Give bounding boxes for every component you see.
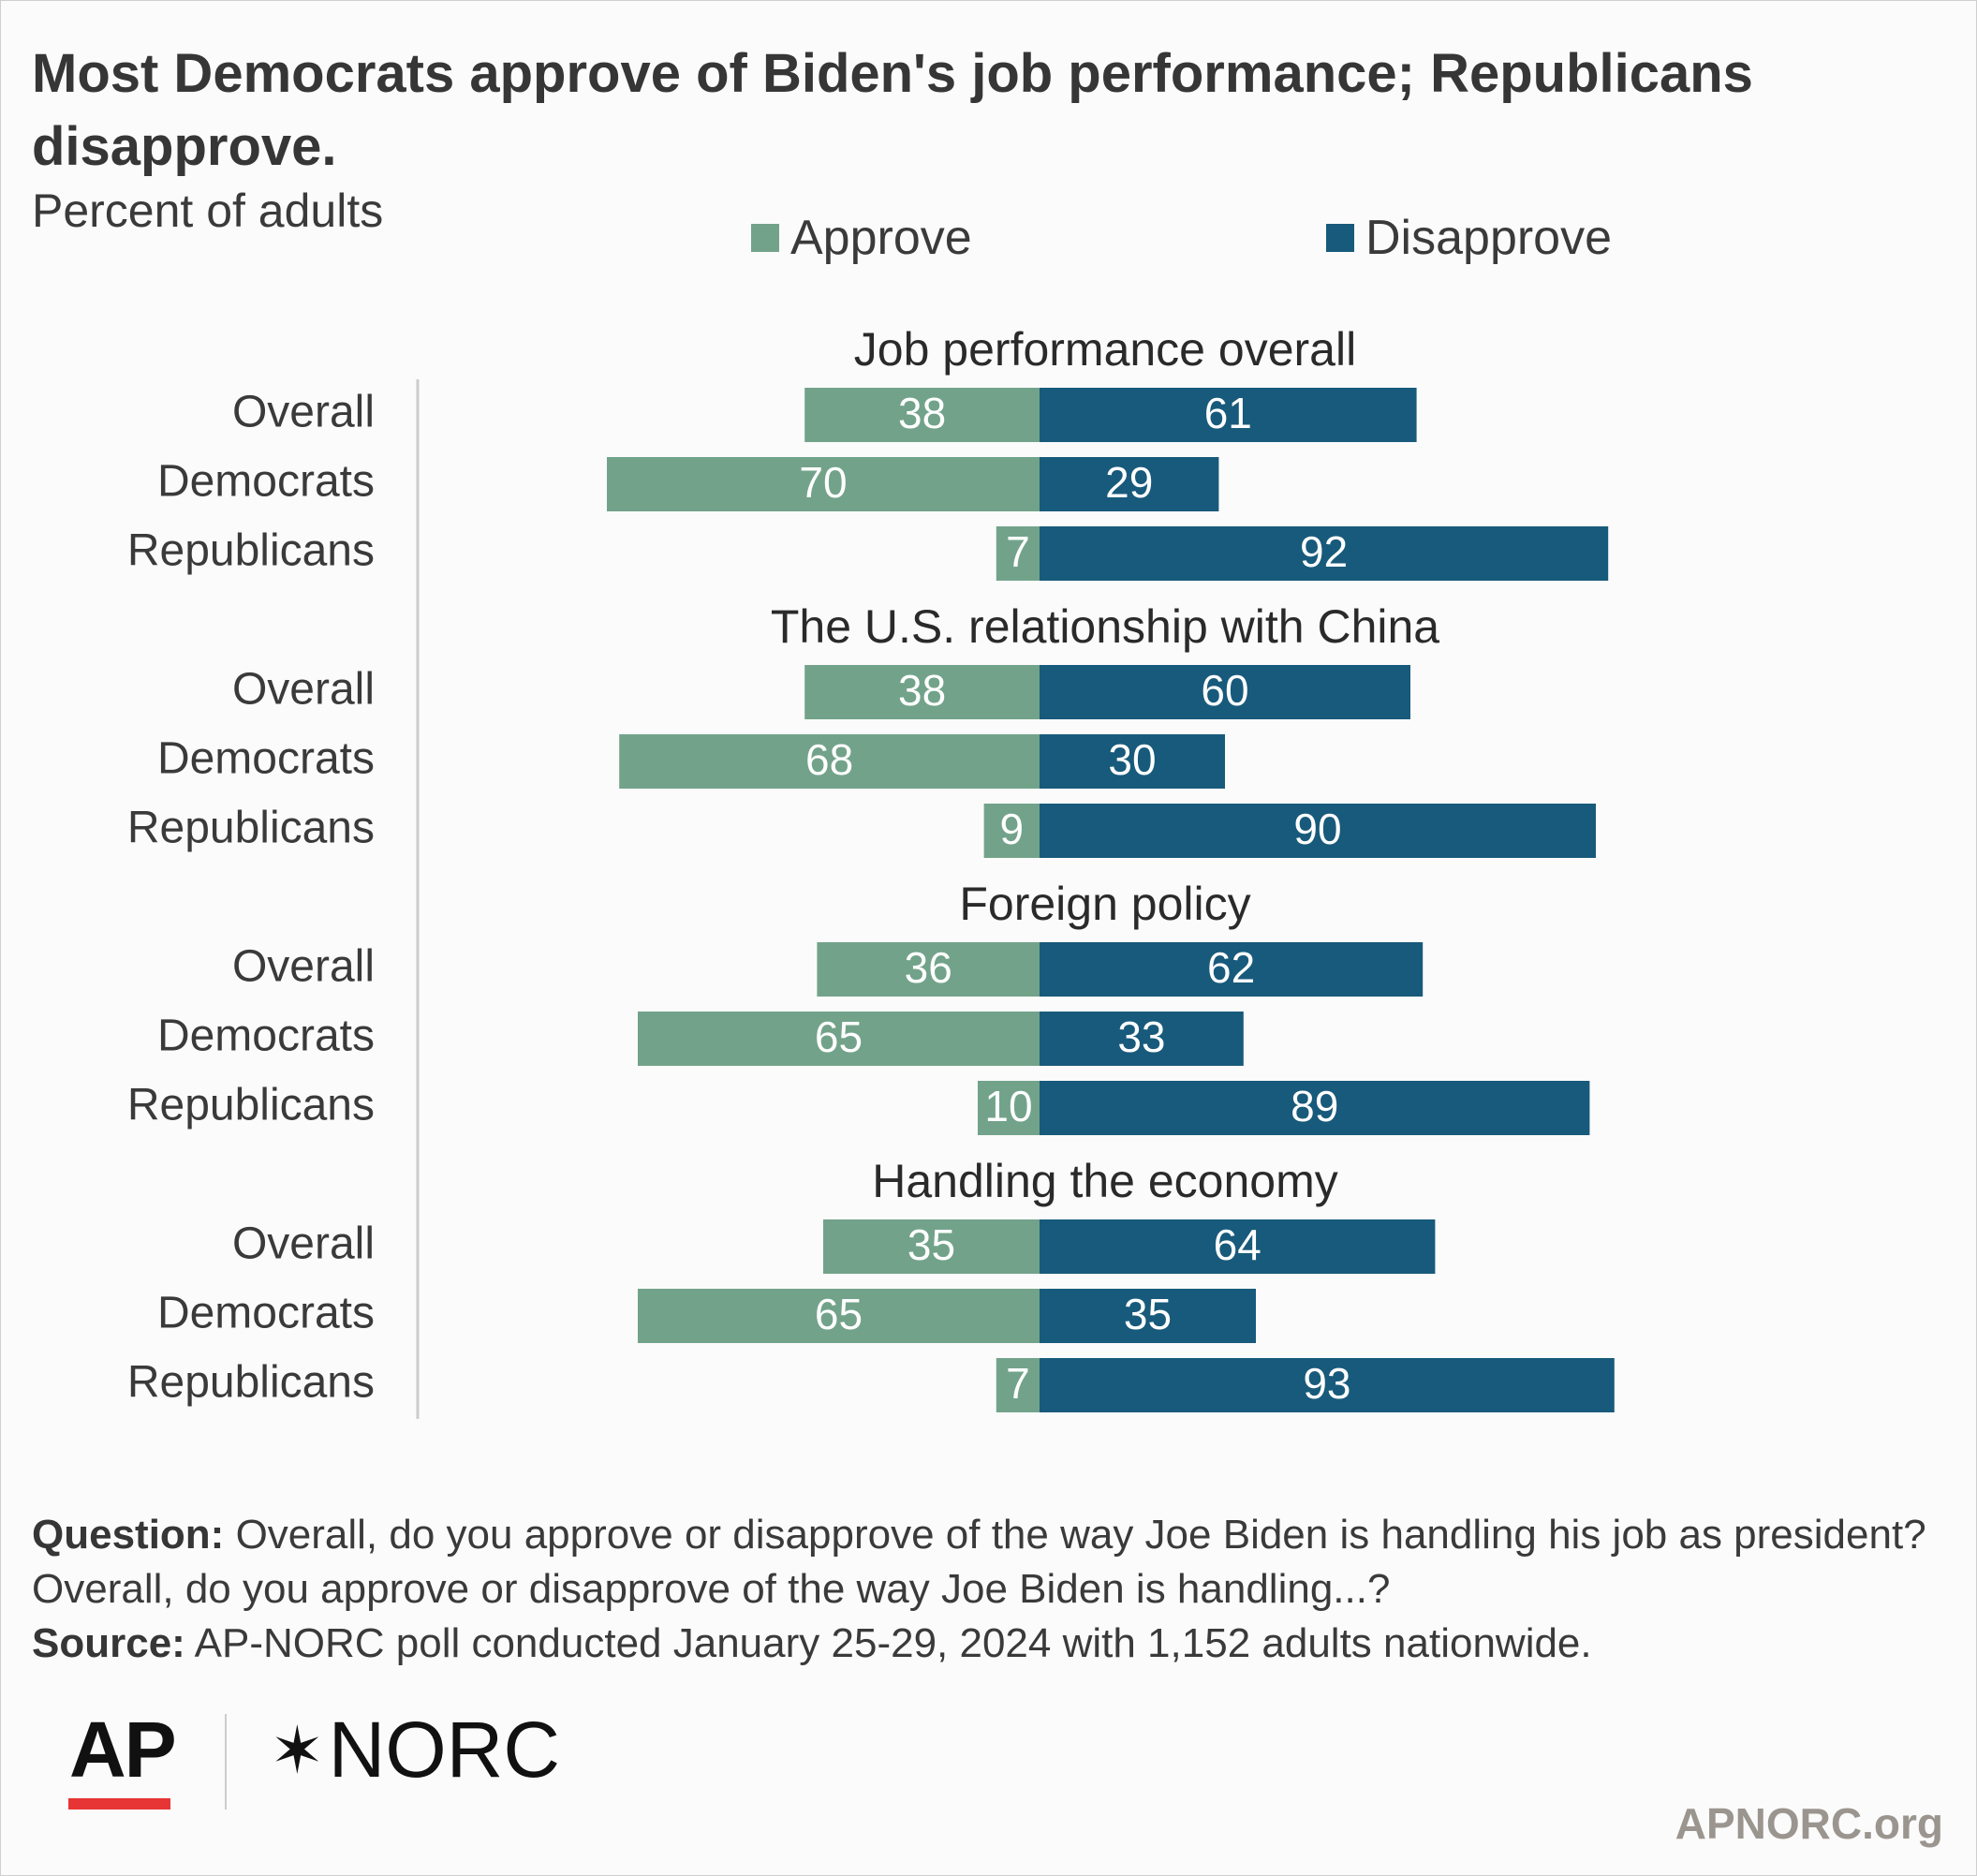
row-label: Democrats xyxy=(157,734,375,784)
bar-approve xyxy=(638,1012,1040,1066)
bar-disapprove xyxy=(1040,1081,1590,1135)
bar-approve xyxy=(983,804,1040,858)
source-text: AP-NORC poll conducted January 25-29, 20… xyxy=(194,1620,1592,1666)
bar-approve xyxy=(607,457,1040,511)
row-label: Republicans xyxy=(127,526,375,576)
bar-disapprove xyxy=(1040,526,1609,581)
data-label-approve: 35 xyxy=(907,1220,955,1269)
data-label-approve: 10 xyxy=(984,1082,1032,1130)
data-label-approve: 65 xyxy=(815,1012,863,1061)
row-label: Republicans xyxy=(127,1358,375,1408)
bar-disapprove xyxy=(1040,1358,1615,1412)
row-label: Democrats xyxy=(157,457,375,507)
bar-disapprove xyxy=(1040,734,1225,789)
legend-item-disapprove: Disapprove xyxy=(1326,211,1613,265)
data-label-disapprove: 89 xyxy=(1291,1082,1338,1130)
diverging-bar-chart: Job performance overall Overall 38 61 Democr… xyxy=(127,323,1615,1419)
bar-disapprove xyxy=(1040,942,1424,997)
row-label: Republicans xyxy=(127,1081,375,1130)
legend-item-approve: Approve xyxy=(751,211,972,265)
data-label-disapprove: 35 xyxy=(1124,1290,1172,1338)
norc-logo-text: NORC xyxy=(328,1706,560,1794)
logo-divider xyxy=(225,1714,227,1810)
data-label-disapprove: 30 xyxy=(1108,735,1156,784)
bar-approve xyxy=(619,734,1040,789)
bar-disapprove xyxy=(1040,388,1417,442)
bar-disapprove xyxy=(1040,1012,1244,1066)
bar-approve xyxy=(804,665,1040,719)
ap-logo: AP xyxy=(69,1706,177,1794)
question-text: Overall, do you approve or disapprove of… xyxy=(32,1512,1926,1612)
bar-approve xyxy=(996,526,1040,581)
data-label-approve: 68 xyxy=(805,735,853,784)
data-label-disapprove: 93 xyxy=(1303,1359,1350,1408)
data-label-disapprove: 60 xyxy=(1201,666,1248,715)
legend-label-disapprove: Disapprove xyxy=(1365,211,1613,265)
bar-disapprove xyxy=(1040,804,1596,858)
row-label: Overall xyxy=(232,1219,375,1269)
bar-approve xyxy=(817,942,1040,997)
row-label: Democrats xyxy=(157,1289,375,1338)
question-label: Question: xyxy=(32,1512,225,1558)
data-label-approve: 38 xyxy=(898,666,946,715)
row-label: Republicans xyxy=(127,804,375,853)
data-label-disapprove: 61 xyxy=(1204,389,1252,437)
norc-logo: ✶ NORC xyxy=(270,1705,560,1795)
row-label: Overall xyxy=(232,942,375,992)
legend-label-approve: Approve xyxy=(790,211,972,265)
data-label-disapprove: 90 xyxy=(1293,805,1341,853)
group-title: Job performance overall xyxy=(854,323,1356,376)
data-label-approve: 9 xyxy=(1000,805,1025,853)
data-label-approve: 7 xyxy=(1006,527,1030,576)
data-label-approve: 7 xyxy=(1006,1359,1030,1408)
data-label-approve: 70 xyxy=(799,458,847,507)
ap-logo-underline xyxy=(68,1798,170,1810)
data-label-disapprove: 92 xyxy=(1300,527,1348,576)
row-label: Overall xyxy=(232,665,375,715)
bar-disapprove xyxy=(1040,457,1219,511)
group-title: Handling the economy xyxy=(872,1155,1338,1207)
bar-disapprove xyxy=(1040,665,1410,719)
data-label-approve: 65 xyxy=(815,1290,863,1338)
row-label: Overall xyxy=(232,388,375,437)
chart-title: Most Democrats approve of Biden's job pe… xyxy=(32,43,1753,177)
bar-approve xyxy=(638,1289,1040,1343)
legend-swatch-disapprove xyxy=(1326,224,1354,252)
group-title: The U.S. relationship with China xyxy=(771,600,1439,653)
chart-subtitle: Percent of adults xyxy=(32,185,384,237)
data-label-approve: 36 xyxy=(905,943,952,992)
chart-notes: Question: Overall, do you approve or dis… xyxy=(32,1508,1942,1671)
bar-approve xyxy=(804,388,1040,442)
data-label-disapprove: 62 xyxy=(1207,943,1255,992)
footer-url[interactable]: APNORC.org xyxy=(1675,1799,1943,1848)
bar-approve xyxy=(978,1081,1040,1135)
data-label-disapprove: 29 xyxy=(1105,458,1153,507)
source-label: Source: xyxy=(32,1620,185,1666)
bar-disapprove xyxy=(1040,1219,1436,1274)
data-label-disapprove: 64 xyxy=(1214,1220,1261,1269)
data-label-disapprove: 33 xyxy=(1117,1012,1165,1061)
row-label: Democrats xyxy=(157,1012,375,1061)
bar-approve xyxy=(823,1219,1040,1274)
bar-disapprove xyxy=(1040,1289,1256,1343)
bar-approve xyxy=(996,1358,1040,1412)
norc-star-icon: ✶ xyxy=(270,1713,325,1787)
data-label-approve: 38 xyxy=(898,389,946,437)
group-title: Foreign policy xyxy=(959,878,1250,930)
legend-swatch-approve xyxy=(751,224,779,252)
